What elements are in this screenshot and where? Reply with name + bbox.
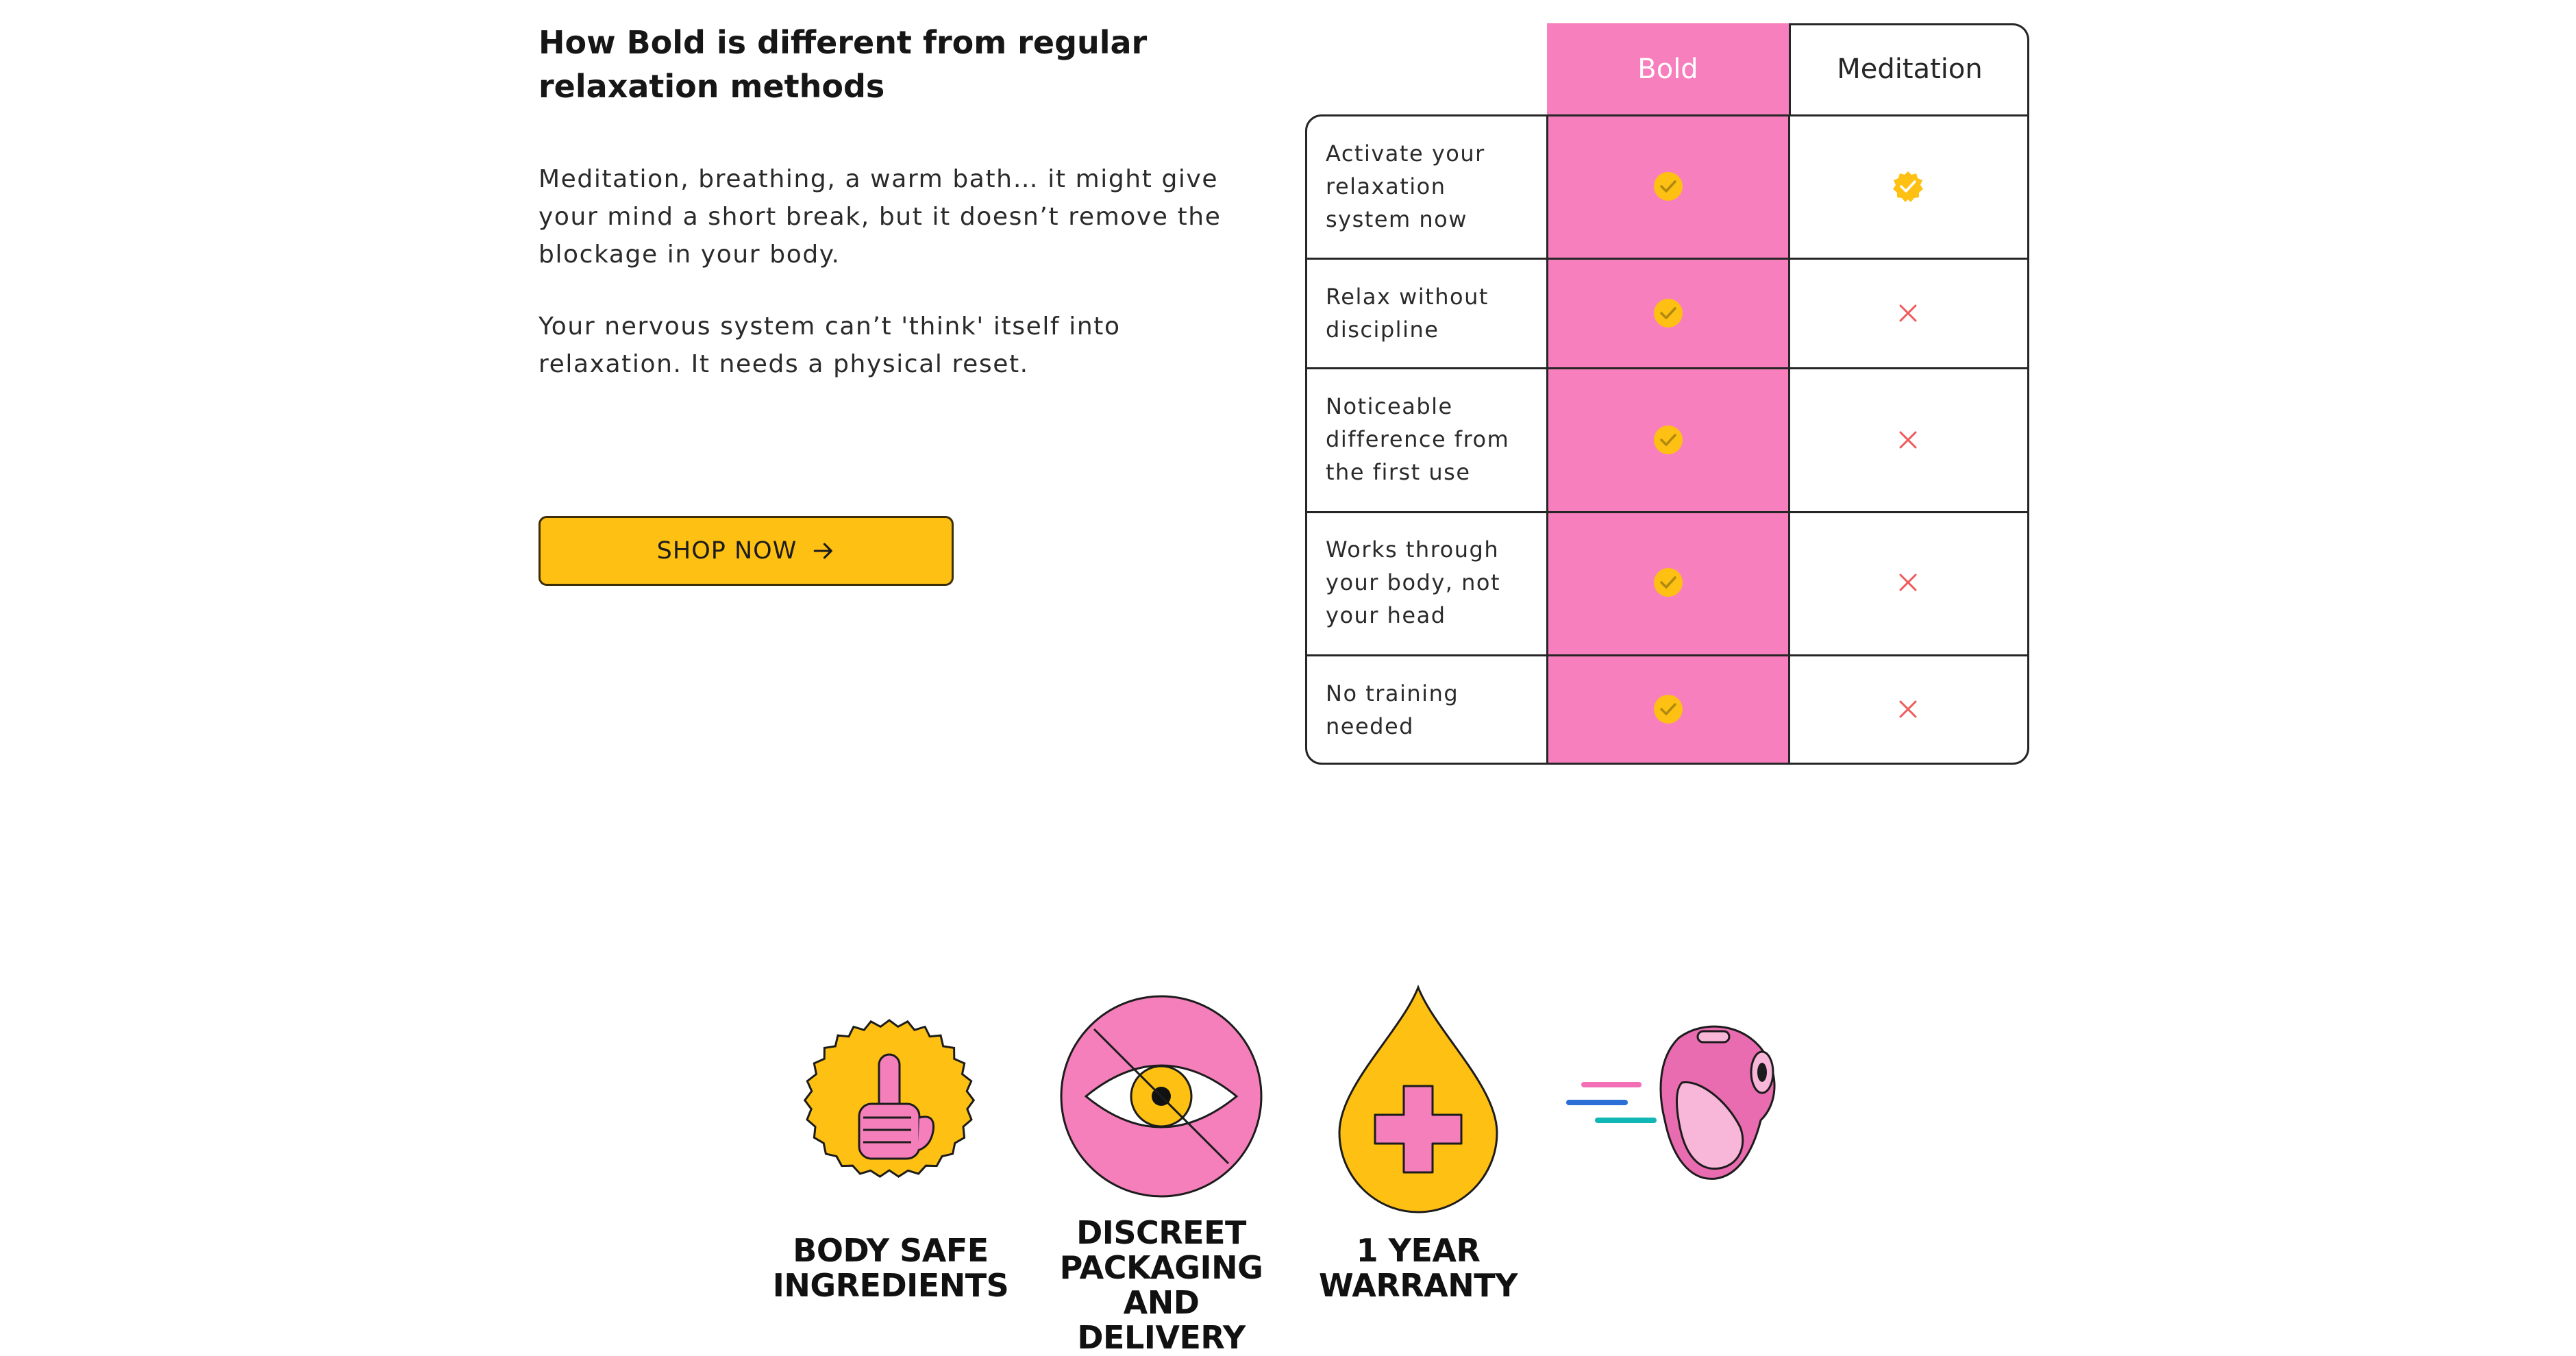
drop-plus-icon xyxy=(1338,984,1498,1213)
badge-title-warranty: 1 YEAR WARRANTY xyxy=(1319,1232,1518,1304)
meditation-column-header-cell xyxy=(1789,23,2029,115)
crossed-eye-icon xyxy=(1060,995,1263,1198)
check-badge-icon xyxy=(1654,426,1683,454)
check-badge-icon xyxy=(1654,299,1683,328)
product-device-icon xyxy=(1566,1025,1776,1180)
cross-icon xyxy=(1899,700,1917,718)
check-badge-icon xyxy=(1893,171,1923,202)
bold-column-header: Bold xyxy=(1637,53,1698,85)
row-divider xyxy=(1305,367,2029,369)
check-badge-icon xyxy=(1654,172,1683,201)
row-label-training: No training needed xyxy=(1326,680,1459,739)
cross-icon xyxy=(1899,304,1917,322)
check-badge-icon xyxy=(1654,568,1683,597)
comparison-table: Bold Meditation Activate your relaxation… xyxy=(1305,23,2029,765)
row-label-first-use: Noticeable difference from the first use xyxy=(1326,393,1510,485)
shop-now-label: SHOP NOW xyxy=(656,537,797,565)
raised-finger-seal-icon xyxy=(803,1019,976,1178)
reset-paragraph: Your nervous system can’t 'think' itself… xyxy=(538,312,1121,378)
check-badge-icon xyxy=(1654,695,1683,724)
row-divider xyxy=(1305,654,2029,656)
arrow-right-icon xyxy=(814,543,833,559)
badge-title-discreet: DISCREET PACKAGING AND DELIVERY xyxy=(1059,1214,1263,1356)
row-divider xyxy=(1305,258,2029,260)
meditation-column-header: Meditation xyxy=(1837,53,1983,85)
badge-title-body-safe: BODY SAFE INGREDIENTS xyxy=(772,1232,1009,1304)
bold-column-highlight xyxy=(1547,23,1789,765)
column-divider xyxy=(1546,115,1548,765)
cross-icon xyxy=(1899,574,1917,591)
intro-paragraph: Meditation, breathing, a warm bath… it m… xyxy=(538,165,1222,269)
shop-now-button[interactable]: SHOP NOW xyxy=(538,516,954,586)
section-heading: How Bold is different from regular relax… xyxy=(538,24,1148,105)
row-label-body: Works through your body, not your head xyxy=(1326,537,1501,628)
row-divider xyxy=(1305,511,2029,513)
row-label-discipline: Relax without discipline xyxy=(1326,284,1489,343)
column-divider xyxy=(1788,115,1790,765)
row-label-activate: Activate your relaxation system now xyxy=(1326,140,1485,232)
cross-icon xyxy=(1899,431,1917,449)
